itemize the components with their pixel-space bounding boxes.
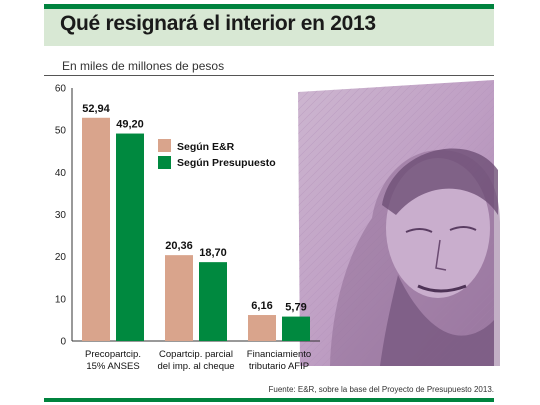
legend-label-presupuesto: Según Presupuesto: [177, 157, 276, 169]
value-label: 49,20: [116, 119, 144, 131]
category-label: tributario AFIP: [249, 361, 309, 372]
y-tick-label: 20: [55, 252, 67, 263]
subtitle-rule: [44, 75, 494, 76]
bar-er-2: [248, 315, 276, 341]
bar-presupuesto-0: [116, 133, 144, 341]
source-note: Fuente: E&R, sobre la base del Proyecto …: [268, 385, 494, 394]
category-label: 15% ANSES: [86, 361, 139, 372]
value-label: 18,70: [199, 247, 227, 259]
category-label: Financiamiento: [247, 349, 311, 360]
y-tick-label: 50: [55, 126, 67, 137]
bar-presupuesto-1: [199, 262, 227, 341]
bar-er-1: [165, 255, 193, 341]
portrait-icon: [330, 148, 500, 366]
chart-title: Qué resignará el interior en 2013: [60, 12, 376, 35]
category-label: Copartcip. parcial: [159, 349, 233, 360]
value-label: 52,94: [82, 103, 110, 115]
bar-er-0: [82, 117, 110, 341]
y-tick-label: 30: [55, 210, 67, 221]
y-tick-labels: 0 10 20 30 40 50 60: [55, 84, 67, 348]
legend: Según E&R Según Presupuesto: [158, 139, 276, 169]
value-label: 5,79: [285, 302, 306, 314]
bottom-rule: [44, 398, 494, 402]
top-rule: [44, 4, 494, 9]
value-label: 20,36: [165, 240, 193, 252]
y-tick-label: 10: [55, 294, 67, 305]
category-labels: Precopartcip.15% ANSES Copartcip. parcial…: [85, 349, 311, 372]
bar-presupuesto-2: [282, 316, 310, 341]
value-label: 6,16: [251, 300, 272, 312]
bars: [82, 117, 310, 341]
y-tick-label: 0: [60, 337, 66, 348]
category-label: Precopartcip.: [85, 349, 141, 360]
legend-swatch-er: [158, 139, 171, 152]
legend-label-er: Según E&R: [177, 141, 235, 153]
value-labels: 52,94 20,36 6,16 49,20 18,70 5,79: [82, 103, 306, 314]
y-tick-label: 40: [55, 168, 67, 179]
category-label: del imp. al cheque: [157, 361, 234, 372]
chart-subtitle: En miles de millones de pesos: [62, 59, 225, 73]
banknote-illustration: [298, 80, 500, 366]
legend-swatch-presupuesto: [158, 156, 171, 169]
title-band: [44, 9, 494, 46]
y-tick-label: 60: [55, 84, 67, 95]
